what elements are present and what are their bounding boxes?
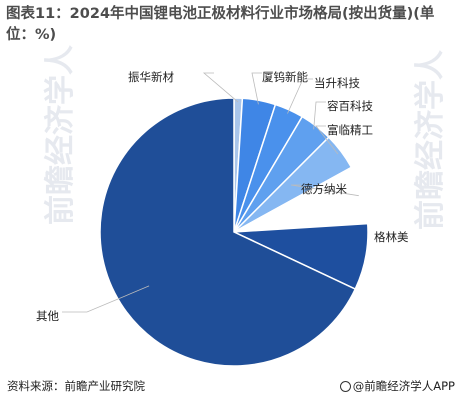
brand-label: @前瞻经济学人APP xyxy=(352,379,455,393)
brand-logo-icon xyxy=(339,381,351,392)
slice-label-1: 振华新材 xyxy=(128,70,174,84)
slice-label-3: 当升科技 xyxy=(314,76,360,90)
brand-text: @前瞻经济学人APP xyxy=(339,378,455,394)
slice-label-6: 德方纳米 xyxy=(301,182,347,196)
source-text: 资料来源：前瞻产业研究院 xyxy=(7,379,145,393)
slice-label-7: 格林美 xyxy=(374,230,409,244)
watermark-right: 前瞻经济学人 xyxy=(413,50,448,230)
pie-slice-8 xyxy=(99,97,357,367)
leader-line-6 xyxy=(290,184,359,197)
leader-line-8 xyxy=(62,285,150,313)
leader-line-5 xyxy=(315,125,339,155)
leader-line-1 xyxy=(202,72,239,103)
watermark-left: 前瞻经济学人 xyxy=(43,45,78,225)
slice-label-5: 富临精工 xyxy=(327,123,373,137)
chart-title: 图表11：2024年中国锂电池正极材料行业市场格局(按出货量)(单位：%) xyxy=(6,6,435,43)
slice-label-2: 厦钨新能 xyxy=(262,70,308,84)
leader-line-3 xyxy=(287,78,313,114)
slice-label-8: 其他 xyxy=(36,309,59,323)
footer: 资料来源：前瞻产业研究院 @前瞻经济学人APP xyxy=(0,372,463,402)
leader-line-2 xyxy=(251,72,262,105)
slice-label-4: 容百科技 xyxy=(327,99,373,113)
leader-line-4 xyxy=(313,101,326,130)
